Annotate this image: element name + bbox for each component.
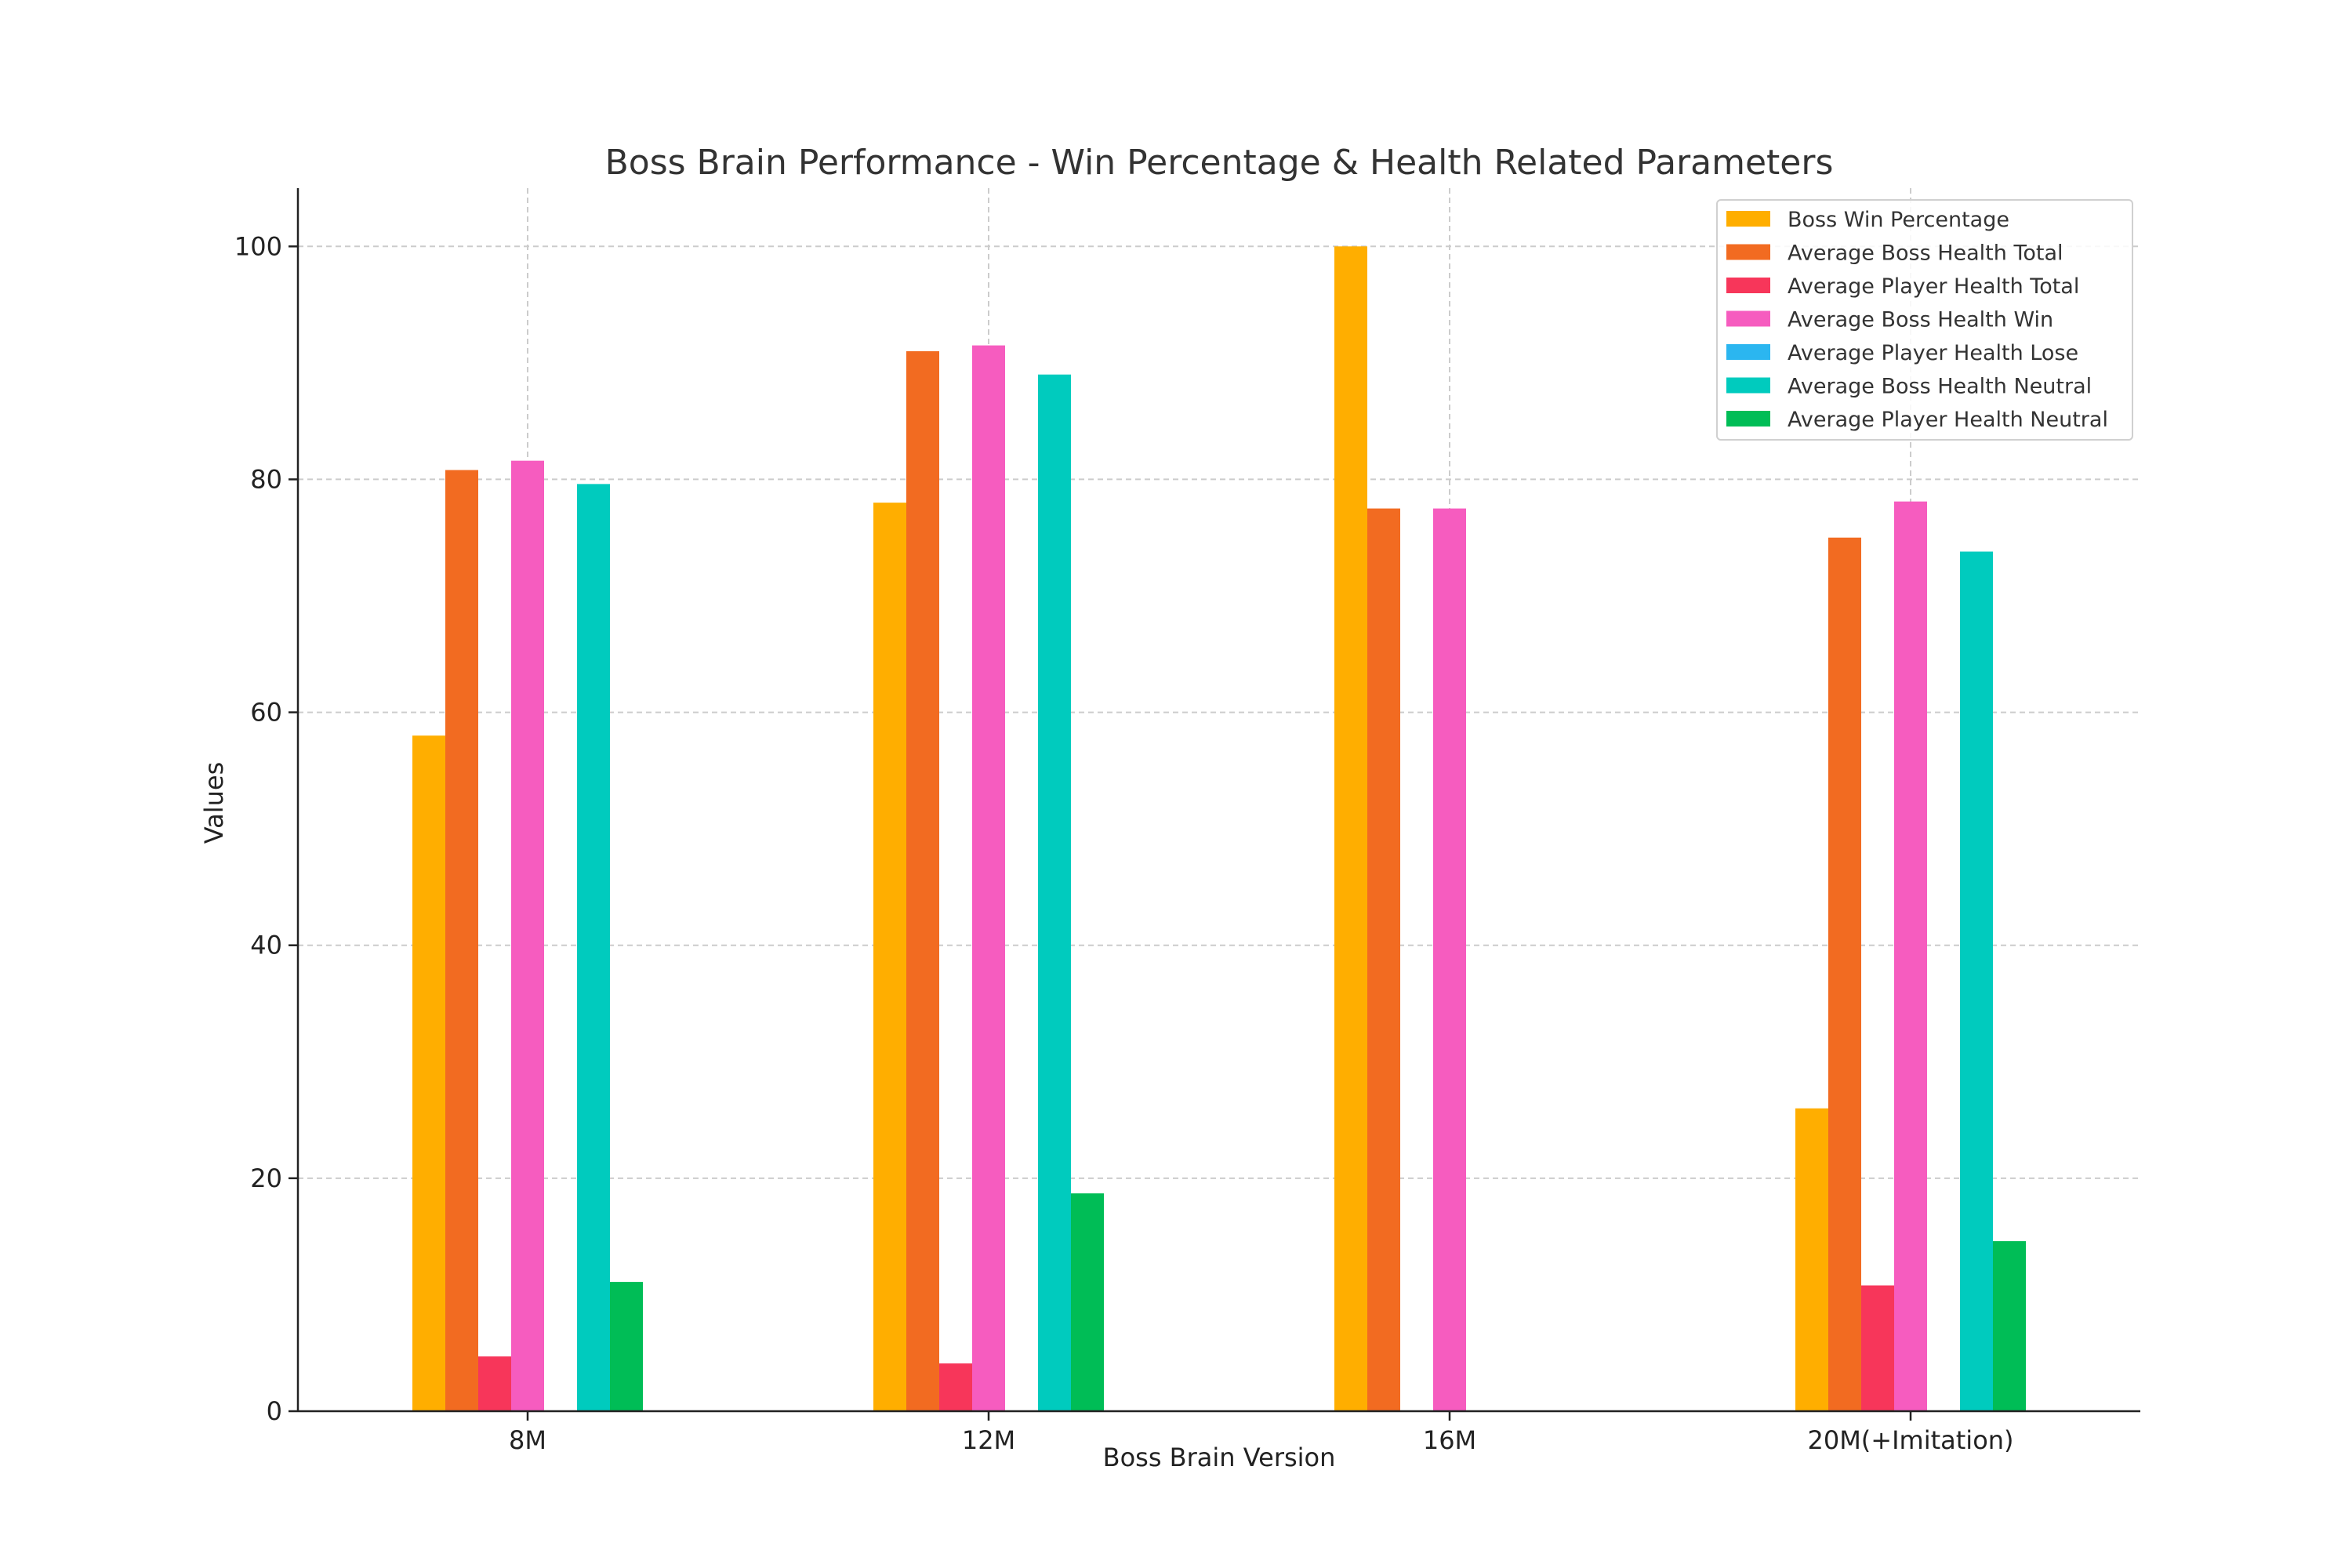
- x-axis-label: Boss Brain Version: [1103, 1443, 1336, 1472]
- bar: [1861, 1285, 1894, 1411]
- legend-swatch: [1726, 244, 1770, 260]
- legend-box: [1716, 199, 2133, 441]
- legend-label: Average Boss Health Total: [1788, 241, 2063, 266]
- bar: [939, 1363, 972, 1411]
- legend-label: Average Boss Health Neutral: [1788, 375, 2092, 399]
- legend-label: Boss Win Percentage: [1788, 208, 2009, 232]
- bar: [972, 345, 1005, 1412]
- bar: [1828, 537, 1861, 1411]
- bar: [445, 470, 478, 1411]
- legend-label: Average Player Health Total: [1788, 274, 2079, 299]
- bar: [1433, 508, 1466, 1411]
- bar: [1367, 508, 1400, 1411]
- bar: [478, 1356, 511, 1411]
- legend: Boss Win Percentage Average Boss Health T…: [1716, 199, 2133, 441]
- x-tick-label: 20M(+Imitation): [1807, 1425, 2013, 1455]
- legend-swatch: [1726, 310, 1770, 327]
- bar: [1894, 501, 1927, 1411]
- y-tick-label: 100: [234, 231, 282, 261]
- bar: [1038, 374, 1071, 1411]
- bar: [873, 503, 906, 1412]
- legend-swatch: [1726, 411, 1770, 426]
- bar: [1071, 1193, 1104, 1411]
- bar: [1795, 1108, 1828, 1411]
- y-tick-label: 80: [250, 464, 282, 494]
- legend-label: Average Player Health Lose: [1788, 341, 2078, 365]
- bar: [1334, 246, 1367, 1412]
- y-tick-label: 0: [267, 1396, 282, 1426]
- chart-title: Boss Brain Performance - Win Percentage …: [605, 143, 1834, 183]
- bar: [906, 351, 939, 1411]
- y-tick-label: 20: [250, 1163, 282, 1193]
- y-tick-label: 60: [250, 698, 282, 728]
- bars: [412, 246, 2026, 1412]
- bar: [412, 735, 445, 1411]
- y-tick-label: 40: [250, 931, 282, 960]
- axes: 0 20 40 60 80 100 8M 12M 16M 20M(+Imitation): [234, 188, 2140, 1455]
- legend-swatch: [1726, 211, 1770, 227]
- bar: [1960, 551, 1993, 1411]
- bar: [1993, 1241, 2026, 1411]
- legend-swatch: [1726, 344, 1770, 360]
- y-axis-label: Values: [199, 762, 229, 844]
- x-tick-label: 8M: [509, 1425, 546, 1455]
- bar: [511, 460, 544, 1411]
- bar: [610, 1282, 643, 1411]
- legend-label: Average Player Health Neutral: [1788, 408, 2108, 432]
- legend-label: Average Boss Health Win: [1788, 308, 2053, 332]
- x-tick-label: 16M: [1423, 1425, 1476, 1455]
- x-tick-label: 12M: [962, 1425, 1015, 1455]
- legend-swatch: [1726, 377, 1770, 394]
- bar: [577, 484, 610, 1412]
- legend-swatch: [1726, 278, 1770, 293]
